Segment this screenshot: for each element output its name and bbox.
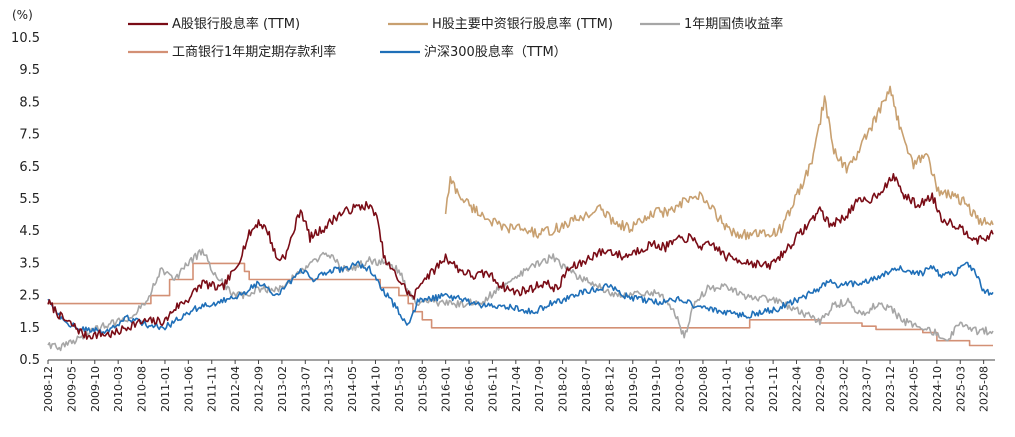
x-tick-label: 2025-03 <box>954 366 967 412</box>
y-tick-label: 5.5 <box>19 192 40 207</box>
x-tick-label: 2025-08 <box>978 366 991 412</box>
legend-label: 工商银行1年期定期存款利率 <box>172 44 336 60</box>
x-tick-label: 2023-02 <box>837 366 850 412</box>
series-line-1 <box>444 85 994 241</box>
x-tick-label: 2024-10 <box>931 366 944 412</box>
legend-label: 1年期国债收益率 <box>684 16 783 32</box>
x-tick-label: 2015-08 <box>416 366 429 412</box>
x-tick-label: 2013-07 <box>299 366 312 412</box>
x-tick-label: 2020-03 <box>674 366 687 412</box>
y-tick-label: 0.5 <box>19 353 40 368</box>
y-tick-label: 9.5 <box>19 63 40 78</box>
legend: A股银行股息率 (TTM) H股主要中资银行股息率 (TTM) 1年期国债收益率工商… <box>128 16 783 60</box>
y-tick-label: 3.5 <box>19 256 40 271</box>
y-unit-label: (%) <box>12 8 33 22</box>
y-tick-label: 4.5 <box>19 224 40 239</box>
x-tick-label: 2011-06 <box>182 366 195 412</box>
series-line-3 <box>48 262 993 347</box>
x-tick-label: 2019-10 <box>650 366 663 412</box>
x-tick-label: 2008-12 <box>42 366 55 412</box>
x-tick-label: 2023-12 <box>884 366 897 412</box>
y-tick-label: 6.5 <box>19 160 40 175</box>
x-tick-label: 2010-03 <box>112 366 125 412</box>
x-tick-label: 2012-09 <box>253 366 266 412</box>
x-tick-label: 2020-08 <box>697 366 710 412</box>
x-tick-label: 2011-11 <box>206 366 219 412</box>
x-tick-label: 2024-05 <box>907 366 920 412</box>
series-line-0 <box>47 173 994 340</box>
x-tick-label: 2021-01 <box>720 366 733 412</box>
x-tick-label: 2009-05 <box>65 366 78 412</box>
x-tick-label: 2018-07 <box>580 366 593 412</box>
legend-label: 沪深300股息率（TTM） <box>424 44 567 60</box>
x-tick-label: 2011-01 <box>159 366 172 412</box>
series-line-2 <box>47 248 994 352</box>
x-tick-label: 2018-02 <box>557 366 570 412</box>
series-layer <box>47 85 994 352</box>
x-tick-label: 2009-10 <box>89 366 102 412</box>
x-tick-label: 2016-11 <box>486 366 499 412</box>
series-line-4 <box>47 260 994 335</box>
x-tick-label: 2013-12 <box>323 366 336 412</box>
x-tick-label: 2021-11 <box>767 366 780 412</box>
x-tick-label: 2016-01 <box>440 366 453 412</box>
x-tick-label: 2022-09 <box>814 366 827 412</box>
y-tick-label: 1.5 <box>19 321 40 336</box>
legend-label: A股银行股息率 (TTM) <box>172 16 300 32</box>
x-tick-label: 2016-06 <box>463 366 476 412</box>
x-tick-label: 2015-03 <box>393 366 406 412</box>
y-tick-label: 8.5 <box>19 95 40 110</box>
y-tick-label: 2.5 <box>19 289 40 304</box>
x-tick-label: 2021-06 <box>744 366 757 412</box>
x-tick-label: 2014-10 <box>369 366 382 412</box>
x-axis-ticks: 2008-12 2009-05 2009-10 2010-03 2010-08 2011-… <box>42 360 991 412</box>
x-tick-label: 2014-05 <box>346 366 359 412</box>
x-tick-label: 2023-07 <box>861 366 874 412</box>
legend-label: H股主要中资银行股息率 (TTM) <box>432 16 613 32</box>
x-tick-label: 2022-04 <box>791 366 804 412</box>
x-tick-label: 2012-04 <box>229 366 242 412</box>
x-tick-label: 2017-09 <box>533 366 546 412</box>
x-tick-label: 2010-08 <box>136 366 149 412</box>
x-tick-label: 2013-02 <box>276 366 289 412</box>
y-tick-label: 10.5 <box>11 31 40 46</box>
x-tick-label: 2017-04 <box>510 366 523 412</box>
y-axis-ticks: 0.5 1.5 2.5 3.5 4.5 5.5 6.5 7.5 8.5 9.5 10.5 <box>11 31 40 368</box>
y-tick-label: 7.5 <box>19 128 40 143</box>
x-tick-label: 2018-12 <box>603 366 616 412</box>
x-tick-label: 2019-05 <box>627 366 640 412</box>
